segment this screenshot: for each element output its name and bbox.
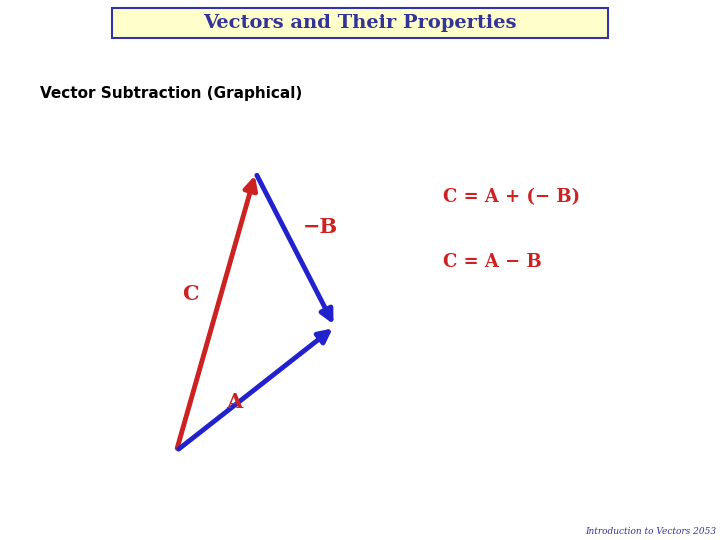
Text: −B: −B — [303, 217, 338, 237]
FancyBboxPatch shape — [112, 8, 608, 38]
Text: C = A + (− B): C = A + (− B) — [443, 188, 580, 206]
Text: C: C — [182, 284, 199, 305]
Text: A: A — [226, 392, 242, 413]
Text: Vector Subtraction (Graphical): Vector Subtraction (Graphical) — [40, 86, 302, 102]
Text: Introduction to Vectors 2053: Introduction to Vectors 2053 — [585, 526, 716, 536]
Text: Vectors and Their Properties: Vectors and Their Properties — [203, 14, 517, 32]
Text: C = A − B: C = A − B — [443, 253, 541, 271]
